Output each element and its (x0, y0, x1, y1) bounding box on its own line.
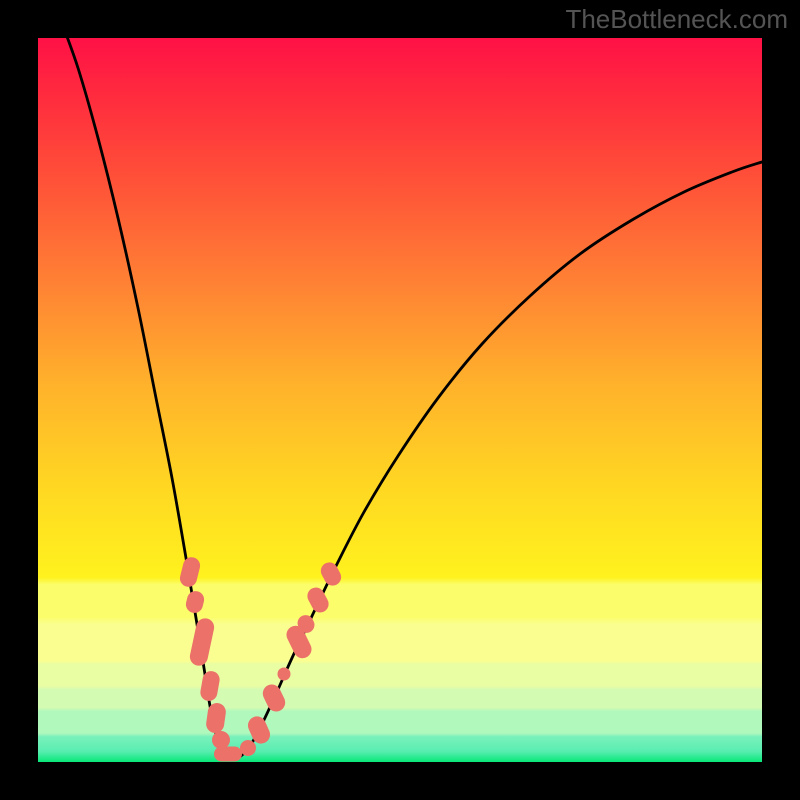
watermark-text: TheBottleneck.com (565, 4, 788, 35)
plot-area (38, 38, 762, 762)
marker-capsule (278, 668, 291, 681)
gradient-background (38, 38, 762, 762)
chart-frame: TheBottleneck.com (0, 0, 800, 800)
plot-svg (38, 38, 762, 762)
marker-capsule (214, 747, 242, 762)
